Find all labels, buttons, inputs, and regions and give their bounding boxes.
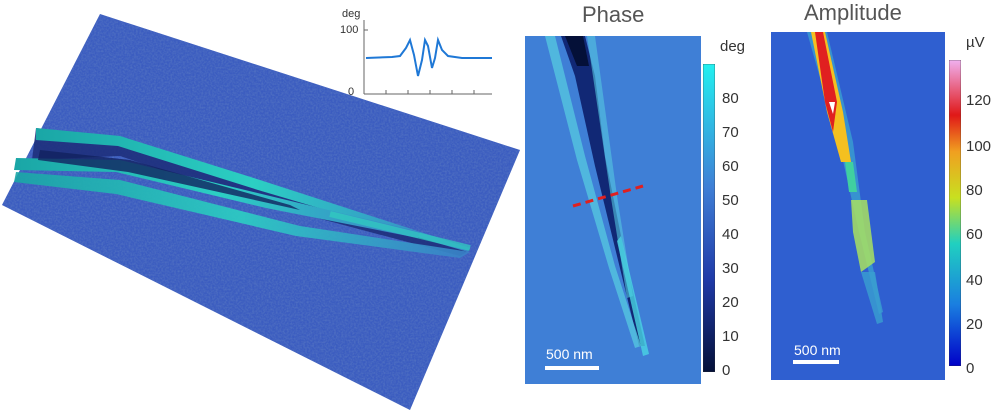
phase-tick-50: 50 [722,192,739,209]
amplitude-scale-label: 500 nm [794,342,841,358]
amp-tick-40: 40 [966,272,983,289]
inset-unit-label: deg [342,8,361,20]
inset-profile-plot [363,20,492,95]
phase-tick-80: 80 [722,90,739,107]
phase-tick-60: 60 [722,158,739,175]
amp-tick-0: 0 [966,360,975,377]
inset-tick-100: 100 [340,24,359,36]
topography-3d-render [2,14,520,410]
phase-tick-30: 30 [722,260,739,277]
amp-tick-100: 100 [966,138,992,155]
phase-tick-40: 40 [722,226,739,243]
amp-tick-80: 80 [966,182,983,199]
inset-profile-line [365,36,492,77]
phase-scale-bar [545,366,599,370]
amplitude-title: Amplitude [804,0,902,25]
amplitude-image [771,32,945,380]
inset-tick-0: 0 [348,86,355,98]
phase-tick-0: 0 [722,362,731,379]
amp-tick-120: 120 [966,92,992,109]
phase-scale-label: 500 nm [546,346,593,362]
phase-unit: deg [720,38,746,55]
amplitude-unit: µV [966,34,985,51]
amplitude-scale-bar [793,360,839,364]
phase-tick-20: 20 [722,294,739,311]
phase-colorbar [703,64,715,372]
phase-image [525,36,701,384]
phase-tick-70: 70 [722,124,739,141]
crack-ridges [14,128,471,258]
amp-tick-60: 60 [966,226,983,243]
amp-tick-20: 20 [966,316,983,333]
phase-title: Phase [582,2,645,27]
phase-tick-10: 10 [722,328,739,345]
amplitude-colorbar [949,60,961,366]
